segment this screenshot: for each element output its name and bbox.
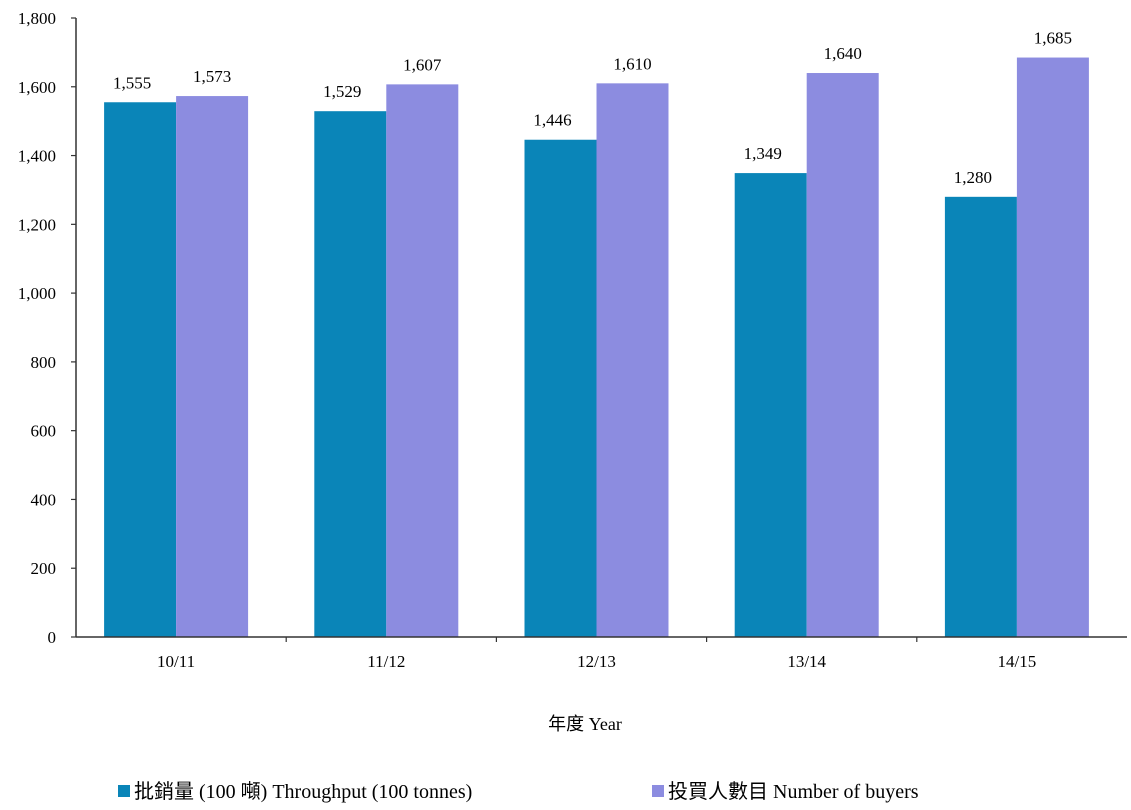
bar-buyers-10-11	[176, 96, 249, 638]
value-label: 1,280	[954, 168, 992, 187]
bar-throughput-11-12	[314, 111, 387, 637]
legend: 批銷量 (100 噸) Throughput (100 tonnes) 投買人數目…	[118, 780, 919, 803]
bar-buyers-13-14	[806, 73, 879, 638]
bar-throughput-13-14	[734, 173, 807, 638]
bar-buyers-12-13	[596, 83, 669, 638]
value-label: 1,573	[193, 67, 231, 86]
value-label: 1,610	[613, 54, 651, 73]
value-label: 1,685	[1034, 29, 1072, 48]
y-tick-label: 1,800	[18, 9, 56, 28]
value-label: 1,555	[113, 73, 151, 92]
value-label: 1,446	[533, 111, 571, 130]
y-tick-label: 800	[31, 353, 57, 372]
bar-buyers-14-15	[1016, 57, 1089, 637]
y-tick-label: 1,200	[18, 215, 56, 234]
value-labels: 1,555 1,573 1,529 1,607 1,446 1,610 1,349 1,640…	[113, 29, 1072, 187]
y-tick-label: 1,400	[18, 147, 56, 166]
y-tick-label: 400	[31, 490, 57, 509]
bar-buyers-11-12	[386, 84, 459, 638]
x-tick-label: 13/14	[787, 652, 826, 671]
y-axis-ticks: 0 200 400 600 800 1,000 1,200 1,400 1,600 1,800	[18, 9, 76, 647]
y-tick-label: 600	[31, 422, 57, 441]
y-tick-label: 1,600	[18, 78, 56, 97]
value-label: 1,607	[403, 55, 442, 74]
legend-item-buyers: 投買人數目 Number of buyers	[652, 780, 919, 803]
x-tick-label: 14/15	[998, 652, 1037, 671]
bars	[104, 57, 1089, 638]
value-label: 1,640	[824, 44, 862, 63]
x-tick-label: 11/12	[367, 652, 405, 671]
bar-throughput-14-15	[944, 196, 1017, 638]
value-label: 1,529	[323, 82, 361, 101]
y-tick-label: 1,000	[18, 284, 56, 303]
legend-label: 投買人數目 Number of buyers	[668, 780, 919, 803]
legend-swatch	[118, 785, 130, 797]
value-label: 1,349	[744, 144, 782, 163]
y-tick-label: 200	[31, 559, 57, 578]
legend-label: 批銷量 (100 噸) Throughput (100 tonnes)	[134, 780, 472, 803]
bar-throughput-10-11	[104, 102, 177, 637]
y-tick-label: 0	[48, 628, 57, 647]
x-axis-ticks: 10/11 11/12 12/13 13/14 14/15	[157, 637, 1036, 671]
x-tick-label: 10/11	[157, 652, 195, 671]
legend-swatch	[652, 785, 664, 797]
x-tick-label: 12/13	[577, 652, 616, 671]
bar-throughput-12-13	[524, 139, 597, 637]
legend-item-throughput: 批銷量 (100 噸) Throughput (100 tonnes)	[118, 780, 472, 803]
x-axis-title: 年度 Year	[548, 714, 622, 734]
